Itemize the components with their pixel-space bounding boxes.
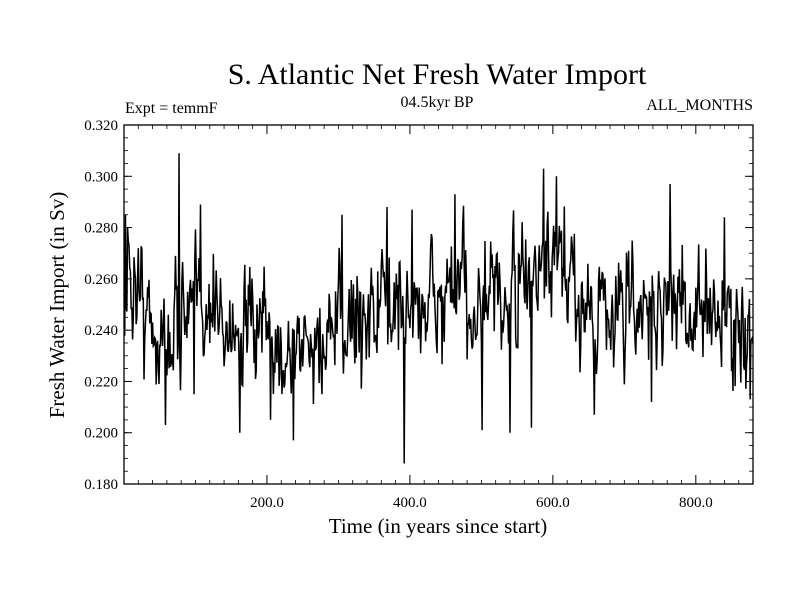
y-tick-label: 0.280 <box>84 221 118 237</box>
series-line-0 <box>123 153 754 464</box>
y-tick-label: 0.220 <box>84 374 118 390</box>
x-tick-label: 600.0 <box>536 495 570 511</box>
plot-frame <box>123 124 754 485</box>
x-tick-label: 400.0 <box>393 495 427 511</box>
experiment-label: Expt = temmF <box>125 100 218 117</box>
plot-area: 0.180 0.200 0.220 0.240 0.260 0.280 0.300 0.320… <box>84 118 754 511</box>
x-tick-label: 200.0 <box>250 495 284 511</box>
y-axis-label: Fresh Water Import (in Sv) <box>45 192 69 419</box>
y-tick-label: 0.240 <box>84 323 118 339</box>
period-label: 04.5kyr BP <box>401 94 474 111</box>
y-tick-label: 0.180 <box>84 477 118 493</box>
x-tick-label: 800.0 <box>679 495 713 511</box>
y-tick-label: 0.200 <box>84 426 118 442</box>
chart-title: S. Atlantic Net Fresh Water Import <box>228 58 647 91</box>
x-axis-label: Time (in years since start) <box>329 514 548 538</box>
y-tick-label: 0.260 <box>84 272 118 288</box>
y-tick-label: 0.320 <box>84 118 118 134</box>
y-tick-label: 0.300 <box>84 169 118 185</box>
months-label: ALL_MONTHS <box>646 97 753 114</box>
